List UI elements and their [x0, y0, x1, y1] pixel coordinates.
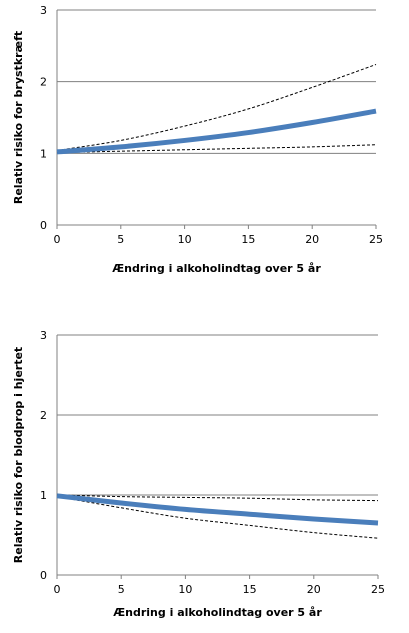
series-line-lower-bound [56, 496, 379, 539]
y-axis-title: Relativ risiko for brystkræft [12, 31, 25, 204]
x-tick-label: 10 [178, 583, 192, 596]
y-tick-label: 0 [40, 219, 47, 232]
y-tick-label: 1 [40, 147, 47, 160]
series-line-upper-bound [56, 494, 379, 502]
chart-breast-cancer: 0 1 2 3 0 5 10 15 20 25 Ændring i alkoholindtag ov… [12, 4, 383, 275]
x-tick-label: 5 [117, 233, 124, 246]
x-tick-label: 5 [118, 583, 125, 596]
x-axis-title: Ændring i alkoholindtag over 5 år [112, 262, 321, 275]
y-tick-label: 3 [40, 329, 47, 342]
y-axis-title: Relativ risiko for blodprop i hjertet [12, 347, 25, 563]
x-tick-label: 20 [307, 583, 321, 596]
x-axis-title: Ændring i alkoholindtag over 5 år [113, 606, 322, 619]
series-line-upper-bound [56, 63, 377, 151]
series-line-estimate [56, 108, 377, 155]
x-tick-label: 0 [54, 233, 61, 246]
x-tick-label: 15 [241, 233, 255, 246]
x-tick-label: 25 [369, 233, 383, 246]
x-tick-label: 20 [305, 233, 319, 246]
series-line-estimate [56, 493, 379, 526]
x-tick-label: 25 [371, 583, 385, 596]
chart-heart-attack: 0 1 2 3 0 5 10 15 20 25 Ændring i alkoholindtag ov… [12, 329, 385, 619]
y-tick-label: 2 [40, 409, 47, 422]
y-tick-label: 1 [40, 489, 47, 502]
y-tick-label: 3 [40, 4, 47, 17]
x-tick-label: 0 [54, 583, 61, 596]
x-tick-label: 10 [178, 233, 192, 246]
y-tick-label: 0 [40, 569, 47, 582]
series-line-lower-bound [56, 144, 377, 154]
y-tick-label: 2 [40, 76, 47, 89]
x-tick-label: 15 [243, 583, 257, 596]
